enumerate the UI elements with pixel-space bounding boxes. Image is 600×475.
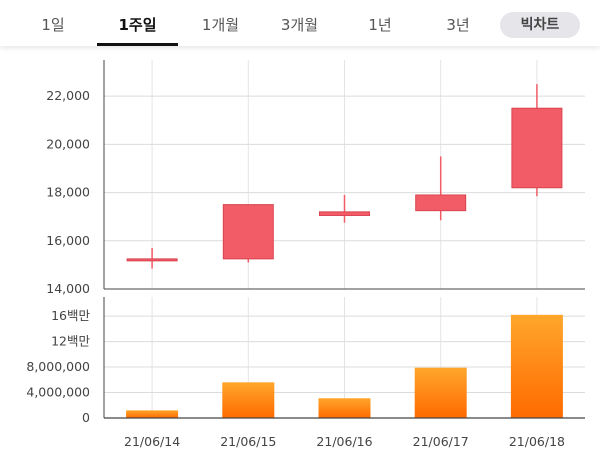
volume-bar: [414, 367, 467, 418]
tab-1-month[interactable]: 1개월: [201, 16, 240, 34]
tab-3-months[interactable]: 3개월: [280, 16, 319, 34]
big-chart-button[interactable]: 빅차트: [500, 12, 580, 38]
date-tick-label: 21/06/16: [316, 434, 372, 449]
volume-tick-label: 4,000,000: [26, 385, 90, 400]
price-tick-label: 16,000: [46, 233, 90, 248]
date-tick-label: 21/06/15: [220, 434, 276, 449]
price-tick-label: 22,000: [46, 88, 90, 103]
volume-bar: [222, 382, 275, 418]
date-tick-label: 21/06/14: [124, 434, 180, 449]
active-tab-underline: [97, 43, 178, 46]
volume-panel: 0 4,000,000 8,000,000 12백만 16백만 21/06/14 21/06…: [26, 297, 585, 449]
price-panel: 14,000 16,000 18,000 20,000 22,000: [46, 60, 585, 296]
price-tick-label: 20,000: [46, 136, 90, 151]
volume-bar: [126, 410, 179, 418]
tab-1-year[interactable]: 1년: [368, 16, 392, 34]
date-tick-label: 21/06/17: [413, 434, 469, 449]
candle-body: [319, 211, 370, 216]
volume-tick-label: 0: [82, 410, 90, 425]
tab-3-years[interactable]: 3년: [446, 16, 470, 34]
price-tick-label: 14,000: [46, 281, 90, 296]
candle-body: [415, 194, 467, 212]
period-tab-bar: 1일 1주일 1개월 3개월 1년 3년 빅차트: [0, 0, 600, 46]
price-tick-label: 18,000: [46, 185, 90, 200]
date-tick-label: 21/06/18: [509, 434, 565, 449]
volume-tick-label: 12백만: [51, 334, 90, 349]
tab-1-week[interactable]: 1주일: [118, 16, 157, 34]
candle-body: [511, 107, 563, 189]
candle-body: [222, 204, 274, 260]
volume-bar: [318, 398, 371, 418]
candle-body: [126, 258, 178, 262]
volume-tick-label: 8,000,000: [26, 359, 90, 374]
volume-bar: [510, 314, 563, 418]
volume-tick-label: 16백만: [51, 308, 90, 323]
tab-1-day[interactable]: 1일: [41, 16, 65, 34]
